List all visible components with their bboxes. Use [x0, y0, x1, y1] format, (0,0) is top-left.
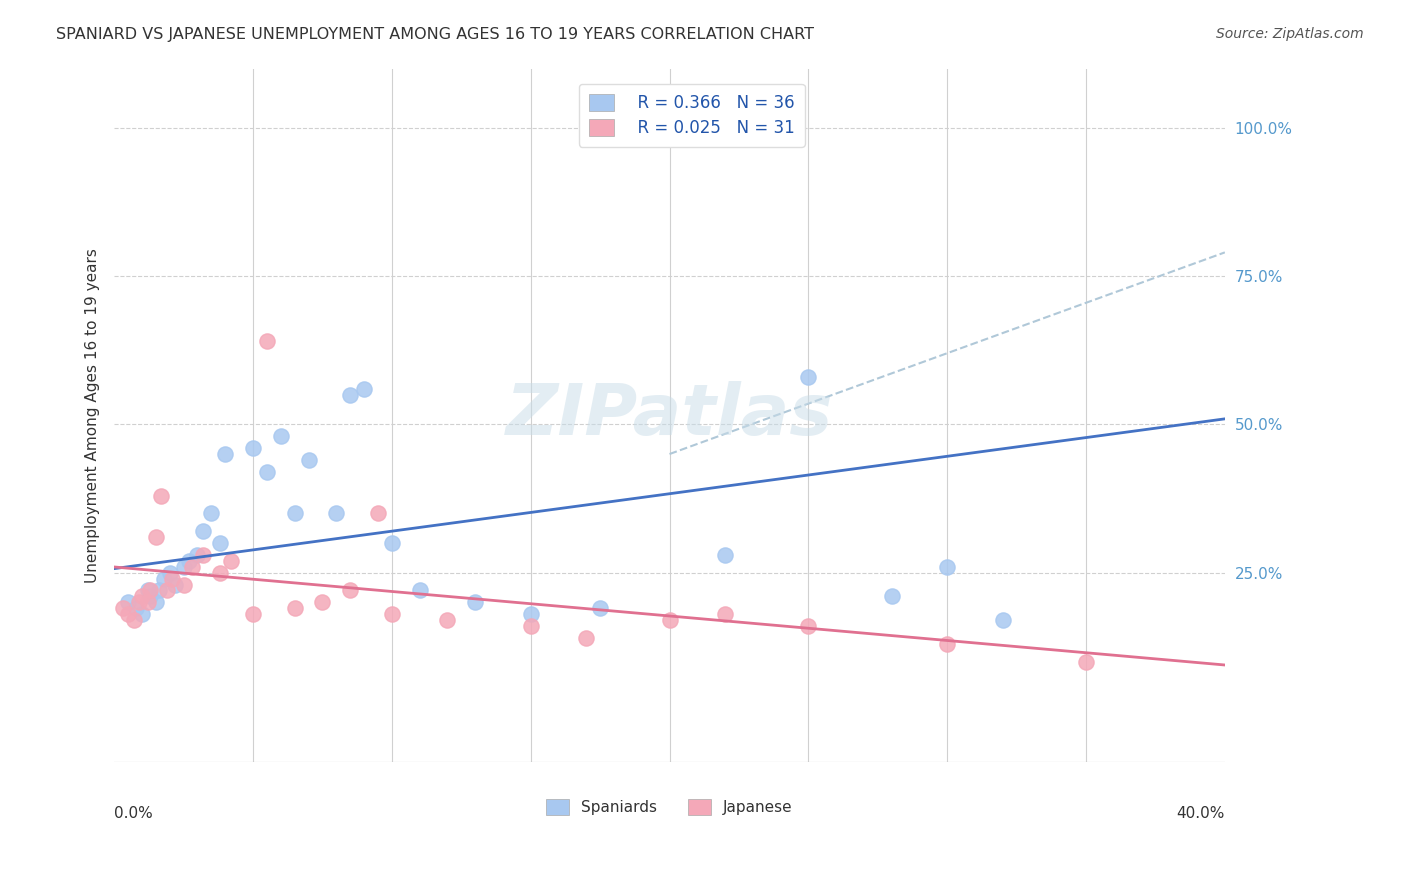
Point [714, 548, 737, 562]
Point [408, 583, 430, 598]
Point [148, 583, 170, 598]
Point [256, 465, 278, 479]
Point [208, 566, 231, 580]
Point [270, 429, 292, 443]
Point [353, 382, 375, 396]
Point [1074, 655, 1097, 669]
Point [208, 536, 231, 550]
Point [117, 607, 139, 622]
Point [165, 577, 187, 591]
Point [128, 595, 150, 609]
Point [381, 536, 404, 550]
Point [145, 530, 167, 544]
Point [156, 583, 179, 598]
Point [381, 607, 404, 622]
Point [464, 595, 486, 609]
Point [575, 631, 598, 645]
Point [153, 572, 176, 586]
Point [339, 583, 361, 598]
Point [150, 489, 173, 503]
Point [136, 583, 159, 598]
Point [111, 601, 134, 615]
Point [367, 506, 389, 520]
Point [214, 447, 236, 461]
Legend: Spaniards, Japanese: Spaniards, Japanese [537, 790, 801, 824]
Text: SPANIARD VS JAPANESE UNEMPLOYMENT AMONG AGES 16 TO 19 YEARS CORRELATION CHART: SPANIARD VS JAPANESE UNEMPLOYMENT AMONG … [56, 27, 814, 42]
Point [714, 607, 737, 622]
Point [179, 554, 201, 568]
Point [256, 334, 278, 349]
Point [797, 370, 820, 384]
Point [200, 506, 222, 520]
Point [936, 637, 959, 651]
Point [325, 506, 347, 520]
Point [436, 613, 458, 627]
Point [936, 559, 959, 574]
Point [658, 613, 681, 627]
Point [242, 441, 264, 455]
Text: 0.0%: 0.0% [114, 806, 153, 821]
Point [186, 548, 208, 562]
Point [311, 595, 333, 609]
Point [519, 607, 541, 622]
Point [145, 595, 167, 609]
Point [297, 453, 319, 467]
Point [139, 583, 162, 598]
Point [797, 619, 820, 633]
Text: Source: ZipAtlas.com: Source: ZipAtlas.com [1216, 27, 1364, 41]
Point [159, 566, 181, 580]
Point [589, 601, 612, 615]
Point [125, 601, 148, 615]
Point [284, 601, 307, 615]
Point [162, 572, 184, 586]
Point [339, 388, 361, 402]
Point [880, 590, 903, 604]
Point [219, 554, 242, 568]
Point [242, 607, 264, 622]
Point [117, 595, 139, 609]
Point [191, 548, 214, 562]
Point [173, 559, 195, 574]
Text: ZIPatlas: ZIPatlas [506, 381, 834, 450]
Point [284, 506, 307, 520]
Y-axis label: Unemployment Among Ages 16 to 19 years: Unemployment Among Ages 16 to 19 years [86, 248, 100, 582]
Point [173, 577, 195, 591]
Point [991, 613, 1014, 627]
Point [139, 590, 162, 604]
Point [181, 559, 204, 574]
Point [131, 607, 153, 622]
Point [131, 590, 153, 604]
Point [122, 613, 145, 627]
Point [136, 595, 159, 609]
Point [191, 524, 214, 538]
Text: 40.0%: 40.0% [1177, 806, 1225, 821]
Point [519, 619, 541, 633]
